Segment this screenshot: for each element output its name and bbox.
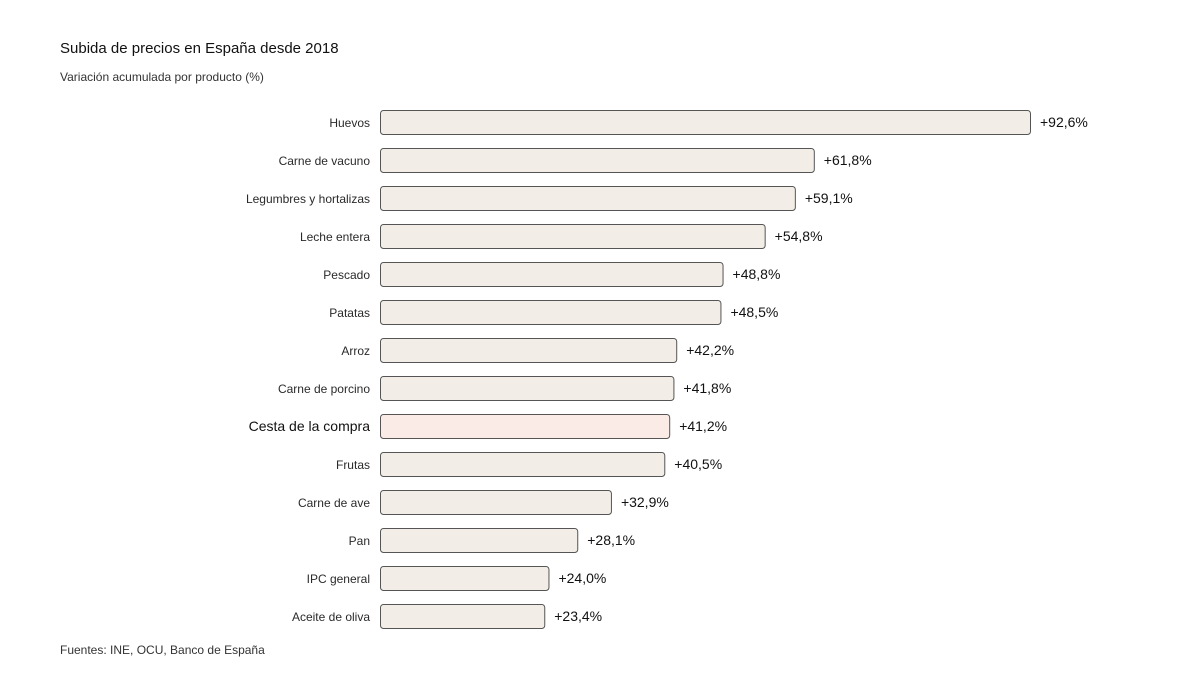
value-label: +42,2% — [686, 342, 734, 358]
value-label: +48,5% — [730, 304, 778, 320]
value-label: +41,2% — [679, 418, 727, 434]
bar-highlight — [380, 414, 671, 439]
category-label: Pan — [349, 534, 370, 548]
bar — [380, 452, 666, 477]
value-label: +59,1% — [805, 190, 853, 206]
category-label: Legumbres y hortalizas — [246, 192, 370, 206]
category-label: Cesta de la compra — [249, 418, 371, 434]
value-label: +32,9% — [621, 494, 669, 510]
category-label: Patatas — [329, 306, 370, 320]
bar — [380, 186, 796, 211]
bar — [380, 262, 724, 287]
category-label: Aceite de oliva — [292, 610, 370, 624]
category-label: IPC general — [307, 572, 370, 586]
bar — [380, 490, 612, 515]
value-label: +48,8% — [733, 266, 781, 282]
bar — [380, 300, 722, 325]
value-label: +23,4% — [554, 608, 602, 624]
value-label: +92,6% — [1040, 114, 1088, 130]
bar — [380, 224, 766, 249]
value-label: +40,5% — [674, 456, 722, 472]
category-label: Frutas — [336, 458, 370, 472]
chart-title: Subida de precios en España desde 2018 — [60, 40, 339, 57]
chart-subtitle: Variación acumulada por producto (%) — [60, 70, 264, 84]
value-label: +61,8% — [824, 152, 872, 168]
bar — [380, 376, 675, 401]
value-label: +28,1% — [587, 532, 635, 548]
chart-source: Fuentes: INE, OCU, Banco de España — [60, 643, 265, 657]
bar — [380, 148, 815, 173]
category-label: Pescado — [323, 268, 370, 282]
category-label: Carne de ave — [298, 496, 370, 510]
value-label: +54,8% — [775, 228, 823, 244]
value-label: +41,8% — [683, 380, 731, 396]
category-label: Leche entera — [300, 230, 370, 244]
bar — [380, 528, 579, 553]
category-label: Arroz — [341, 344, 370, 358]
bar — [380, 110, 1031, 135]
bar — [380, 604, 546, 629]
value-label: +24,0% — [558, 570, 606, 586]
category-label: Huevos — [329, 116, 370, 130]
category-label: Carne de porcino — [278, 382, 370, 396]
bar — [380, 566, 550, 591]
category-label: Carne de vacuno — [279, 154, 371, 168]
bar — [380, 338, 678, 363]
